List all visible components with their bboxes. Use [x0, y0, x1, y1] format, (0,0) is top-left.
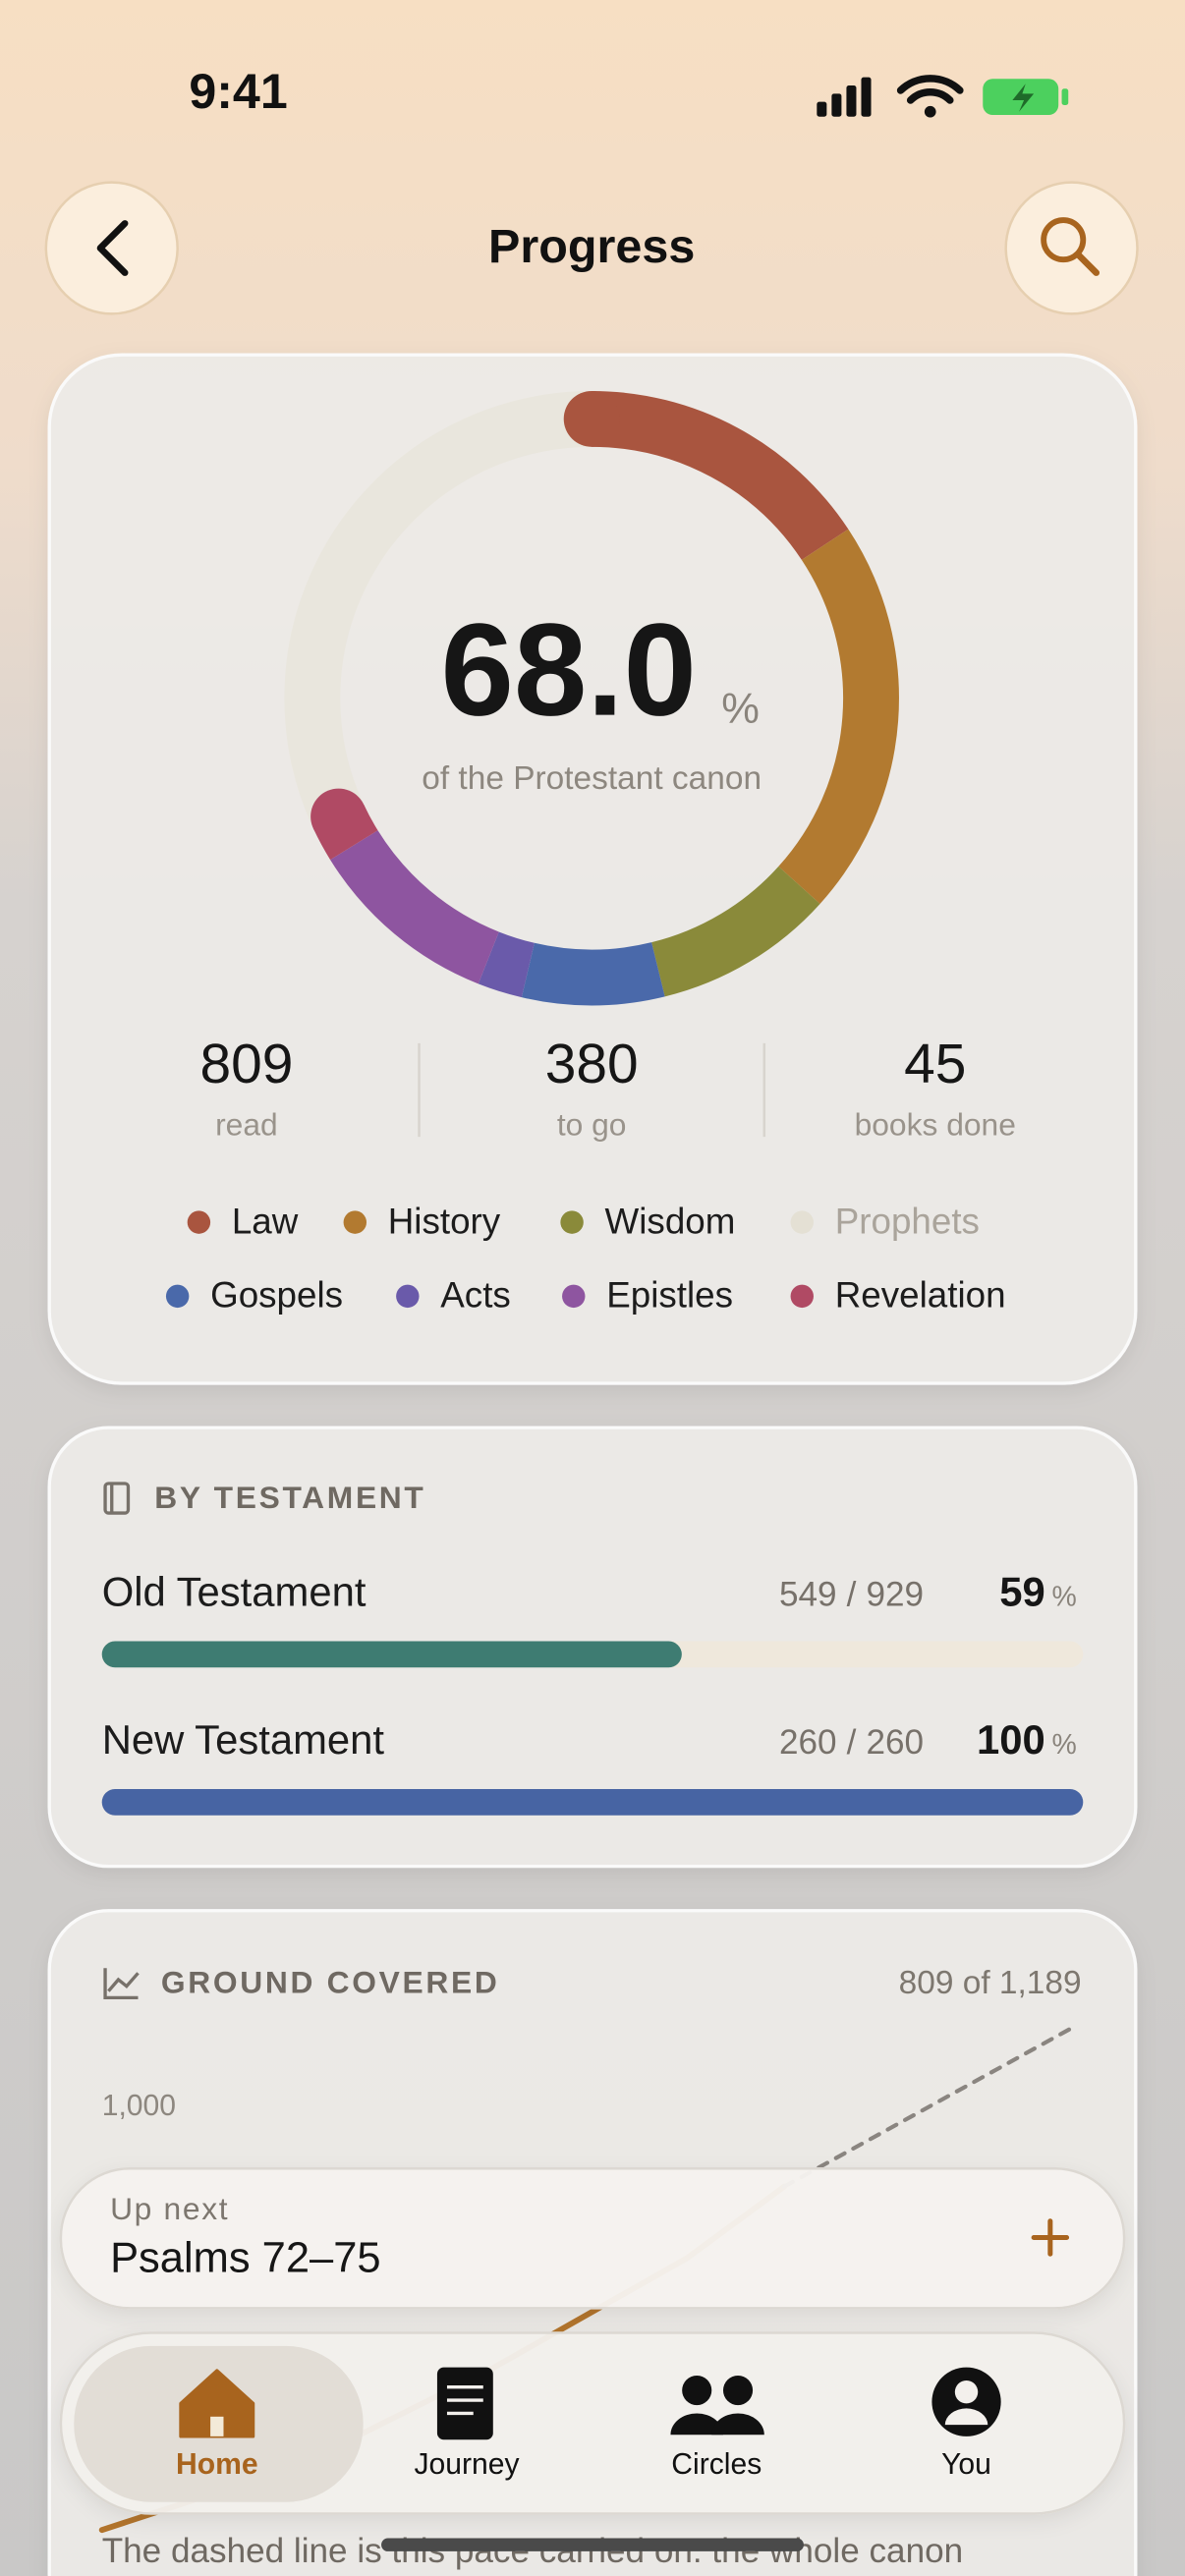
progress-bar	[101, 1641, 682, 1668]
tabs[interactable]: Home Journey Circles You	[176, 2448, 991, 2481]
testament-percent: 100	[977, 1716, 1045, 1763]
separator: /	[847, 1576, 857, 1614]
you-icon	[931, 2367, 1001, 2436]
search-button[interactable]	[1004, 181, 1139, 315]
up-next-title: Psalms 72–75	[110, 2234, 381, 2281]
up-next-card[interactable]: Up next Psalms 72–75	[59, 2167, 1126, 2310]
legend-label: Epistles	[606, 1275, 733, 1316]
legend-label: Law	[232, 1202, 299, 1242]
stat-value: 809	[199, 1034, 293, 1095]
home-indicator	[381, 2538, 804, 2551]
legend-label: Prophets	[835, 1202, 980, 1242]
legend-label: Acts	[440, 1275, 511, 1316]
percent-unit: %	[1052, 1729, 1077, 1761]
donut-segment	[478, 931, 536, 998]
donut-segment	[591, 390, 849, 561]
legend-dot	[343, 1210, 367, 1234]
legend-label: Revelation	[835, 1275, 1006, 1316]
add-icon	[1031, 2218, 1070, 2257]
projection-line	[781, 2023, 1079, 2189]
canon-percent: 68.0	[441, 597, 697, 744]
total-count: 929	[866, 1576, 924, 1614]
y-tick-label: 1,000	[102, 2090, 176, 2122]
circles-icon	[670, 2375, 764, 2436]
back-button[interactable]	[44, 181, 179, 315]
testament-name: Old Testament	[102, 1569, 367, 1615]
testament-name: New Testament	[102, 1716, 385, 1763]
stat-label: books done	[855, 1107, 1016, 1143]
tab-label[interactable]: Home	[176, 2448, 258, 2481]
arc-cap	[310, 788, 367, 845]
canon-caption: of the Protestant canon	[422, 760, 762, 797]
donut-segment	[330, 829, 500, 984]
stats: 809 read 380 to go 45 books done	[199, 1034, 1015, 1143]
arc-cap	[563, 390, 620, 447]
stat-value: 45	[904, 1034, 966, 1095]
book-icon	[103, 1482, 131, 1515]
read-count: 260	[779, 1723, 837, 1762]
chart-icon	[103, 1968, 140, 2000]
legend-label: Gospels	[210, 1275, 343, 1316]
testament-rows: Old Testament 549/929 59 %New Testament 260/…	[101, 1569, 1084, 1816]
tab-label[interactable]: You	[941, 2448, 991, 2481]
legend-label: Wisdom	[605, 1202, 736, 1242]
legend-label: History	[388, 1202, 501, 1242]
legend-dot	[790, 1284, 814, 1309]
tab-label[interactable]: Circles	[671, 2448, 762, 2481]
donut-segment	[778, 529, 899, 904]
legend-dot	[165, 1284, 190, 1309]
donut-segment	[521, 942, 665, 1006]
percent-unit: %	[1052, 1582, 1077, 1613]
legend-dot	[790, 1210, 814, 1234]
ground-title: GROUND COVERED	[161, 1964, 500, 1999]
up-next-label: Up next	[110, 2191, 229, 2226]
total-count: 260	[866, 1723, 924, 1762]
stat-label: to go	[557, 1107, 627, 1143]
donut	[310, 390, 899, 1006]
home-icon-door	[210, 2416, 224, 2436]
page-title: Progress	[488, 220, 695, 273]
status-time: 9:41	[189, 64, 287, 119]
separator: /	[847, 1723, 857, 1762]
status-icons	[817, 75, 1069, 118]
journey-icon	[436, 2367, 493, 2440]
progress-bar	[101, 1789, 1084, 1816]
legend-dot	[562, 1284, 586, 1309]
legend: Law History Wisdom Prophets Gospels Acts Epist…	[165, 1202, 1006, 1316]
testament-percent: 59	[999, 1569, 1045, 1615]
testament-fraction: 260/260	[779, 1723, 924, 1762]
ground-subtitle: 809 of 1,189	[899, 1965, 1082, 2001]
legend-dot	[560, 1210, 584, 1234]
legend-dot	[396, 1284, 420, 1309]
read-count: 549	[779, 1576, 837, 1614]
stat-value: 380	[545, 1034, 639, 1095]
donut-segment	[650, 866, 820, 997]
testament-title: BY TESTAMENT	[154, 1480, 425, 1515]
legend-dot	[187, 1210, 211, 1234]
tab-label[interactable]: Journey	[415, 2448, 520, 2481]
canon-percent-unit: %	[721, 686, 760, 733]
testament-fraction: 549 /929	[779, 1576, 924, 1614]
stat-label: read	[215, 1107, 278, 1143]
